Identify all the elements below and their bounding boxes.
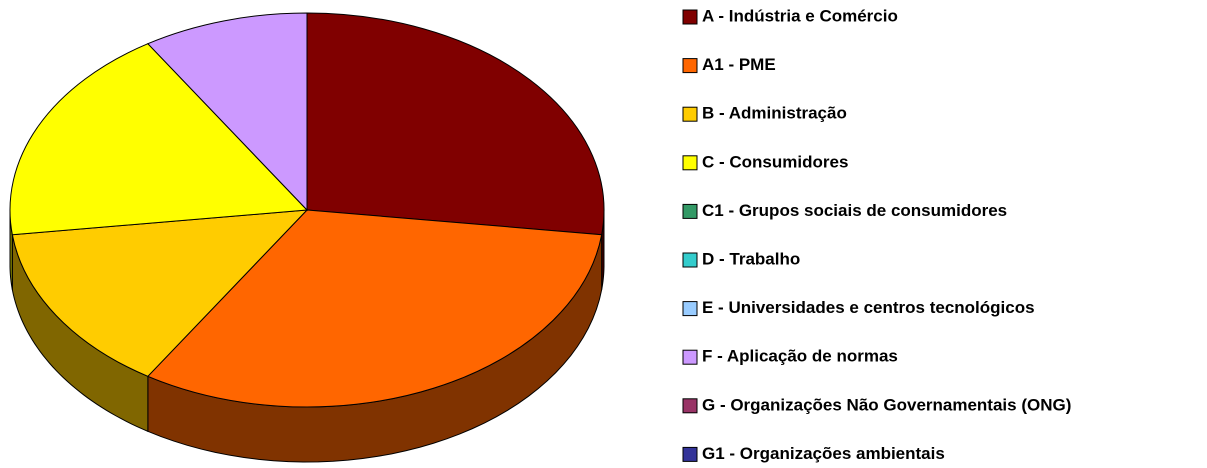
legend-label: F - Aplicação de normas xyxy=(702,347,898,366)
legend-swatch xyxy=(682,155,698,171)
legend-label: D - Trabalho xyxy=(702,249,800,268)
legend-swatch xyxy=(682,349,698,365)
legend-label: G1 - Organizações ambientais xyxy=(702,444,945,463)
legend-swatch xyxy=(682,398,698,414)
legend-swatch xyxy=(682,301,698,317)
legend-swatch xyxy=(682,446,698,462)
legend-label: C - Consumidores xyxy=(702,152,848,171)
legend-swatch xyxy=(682,58,698,74)
legend-label: A - Indústria e Comércio xyxy=(702,6,898,25)
pie-slice xyxy=(146,209,603,408)
pie-slice xyxy=(11,209,309,377)
legend-swatch xyxy=(682,252,698,268)
legend-swatch xyxy=(682,9,698,25)
legend-label: A1 - PME xyxy=(702,55,776,74)
pie-slice xyxy=(9,43,309,236)
pie-slice xyxy=(146,12,308,212)
legend-label: G - Organizações Não Governamentais (ONG… xyxy=(702,395,1071,414)
legend-label: E - Universidades e centros tecnológicos xyxy=(702,298,1035,317)
legend-label: C1 - Grupos sociais de consumidores xyxy=(702,201,1007,220)
legend-swatch xyxy=(682,106,698,122)
legend-swatch xyxy=(682,203,698,219)
legend-label: B - Administração xyxy=(702,104,847,123)
pie-slice xyxy=(306,12,605,236)
